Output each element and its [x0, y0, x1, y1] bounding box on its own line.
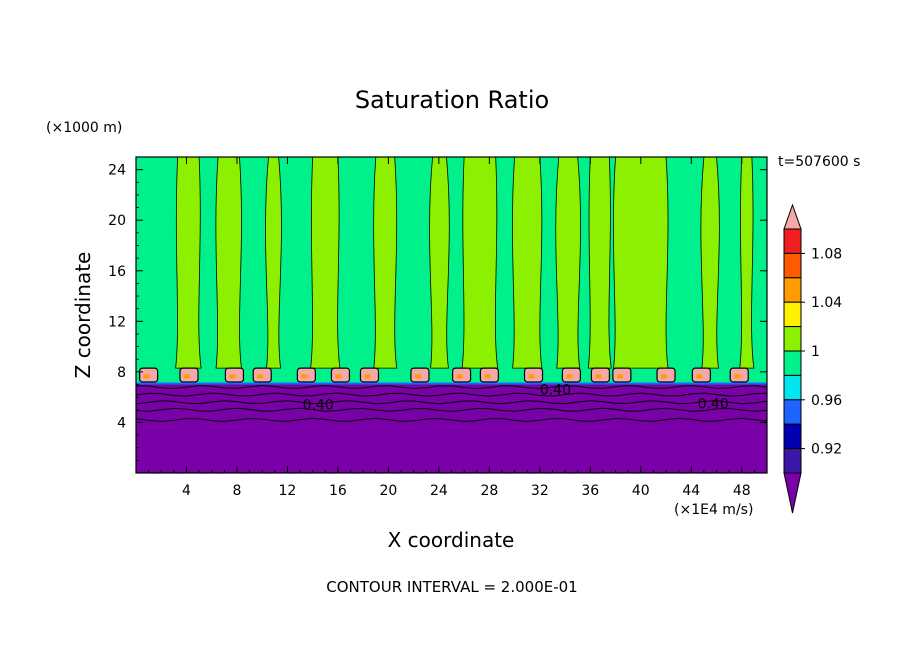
cloud-cell-core — [229, 374, 236, 379]
colorbar-bin — [783, 301, 802, 328]
colorbar-label: 0.96 — [811, 393, 842, 409]
cloud-cell-core — [696, 374, 703, 379]
cloud-cell-core — [484, 374, 491, 379]
x-tick-label: 32 — [531, 483, 549, 499]
supersaturated-band — [429, 157, 450, 369]
supersaturated-band — [461, 157, 499, 369]
colorbar-label: 1 — [811, 344, 820, 360]
supersaturated-band — [587, 157, 612, 369]
contour-line — [136, 400, 767, 405]
x-tick-label: 44 — [682, 483, 700, 499]
contour-field: 0.40 0.40 0.40 — [136, 157, 767, 473]
cloud-cell-core — [528, 374, 535, 379]
contour-interval-label: CONTOUR INTERVAL = 2.000E-01 — [326, 578, 578, 596]
supersaturated-band — [310, 157, 341, 369]
x-tick-label: 12 — [279, 483, 297, 499]
contour-label: 0.40 — [698, 396, 729, 412]
y-tick-label: 8 — [117, 365, 126, 381]
x-tick-label: 28 — [480, 483, 498, 499]
x-tick-label: 8 — [232, 483, 241, 499]
y-tick-label: 24 — [108, 163, 126, 179]
cloud-cell-core — [364, 374, 371, 379]
x-tick-label: 48 — [733, 483, 751, 499]
cloud-cell-core — [301, 374, 308, 379]
time-label: t=507600 s — [778, 154, 861, 170]
x-axis-unit: (×1E4 m/s) — [674, 502, 754, 518]
colorbar-bottom-arrow — [783, 472, 802, 514]
supersaturated-band — [700, 157, 720, 369]
x-tick-label: 40 — [632, 483, 650, 499]
x-tick-label: 20 — [379, 483, 397, 499]
supersaturated-band — [613, 157, 669, 369]
y-tick-label: 12 — [108, 314, 126, 330]
contour-line — [136, 417, 767, 422]
colorbar-label: 1.08 — [811, 246, 842, 262]
colorbar-bin — [783, 326, 802, 352]
cloud-cell-core — [566, 374, 573, 379]
colorbar-top-arrow — [783, 203, 802, 230]
colorbar-label: 1.04 — [811, 295, 842, 311]
supersaturated-band — [739, 157, 755, 369]
x-tick-label: 4 — [182, 483, 191, 499]
y-tick-label: 4 — [117, 415, 126, 431]
cloud-cell-core — [143, 374, 150, 379]
colorbar-bin — [783, 374, 802, 401]
supersaturated-band — [512, 157, 543, 369]
chart-title: Saturation Ratio — [354, 86, 550, 114]
y-tick-label: 16 — [108, 264, 126, 280]
contour-line — [136, 392, 767, 397]
x-tick-label: 16 — [329, 483, 347, 499]
cloud-cell-core — [616, 374, 623, 379]
cloud-cell-core — [661, 374, 668, 379]
supersaturated-band — [555, 157, 581, 369]
supersaturated-band — [265, 157, 282, 369]
contour-line — [136, 385, 767, 390]
y-tick-label: 20 — [108, 213, 126, 229]
transition-band — [136, 382, 767, 386]
x-axis-label: X coordinate — [0, 528, 904, 552]
contour-label: 0.40 — [303, 398, 334, 414]
colorbar-bin — [783, 252, 802, 279]
contour-line — [136, 407, 767, 412]
cloud-cell-core — [456, 374, 463, 379]
contour-label: 0.40 — [540, 383, 571, 399]
y-axis-unit: (×1000 m) — [46, 120, 123, 136]
x-axis-label-text: X coordinate — [387, 528, 515, 552]
colorbar-bin — [783, 423, 802, 450]
cloud-cell-core — [595, 374, 602, 379]
supersaturated-band — [175, 157, 202, 369]
cloud-cell-core — [335, 374, 342, 379]
colorbar-bin — [783, 277, 802, 303]
colorbar-bin — [783, 399, 802, 425]
cloud-cell-core — [257, 374, 264, 379]
cloud-cell-core — [414, 374, 421, 379]
colorbar-bin — [783, 228, 802, 254]
colorbar-bin — [783, 448, 802, 474]
x-tick-label: 36 — [581, 483, 599, 499]
cloud-cell-core — [734, 374, 741, 379]
colorbar-bin — [783, 350, 802, 376]
x-tick-label: 24 — [430, 483, 448, 499]
dry-region — [136, 384, 767, 473]
cloud-cell-core — [184, 374, 191, 379]
supersaturated-band — [215, 157, 242, 369]
supersaturated-band — [373, 157, 398, 369]
colorbar-label: 0.92 — [811, 442, 842, 458]
